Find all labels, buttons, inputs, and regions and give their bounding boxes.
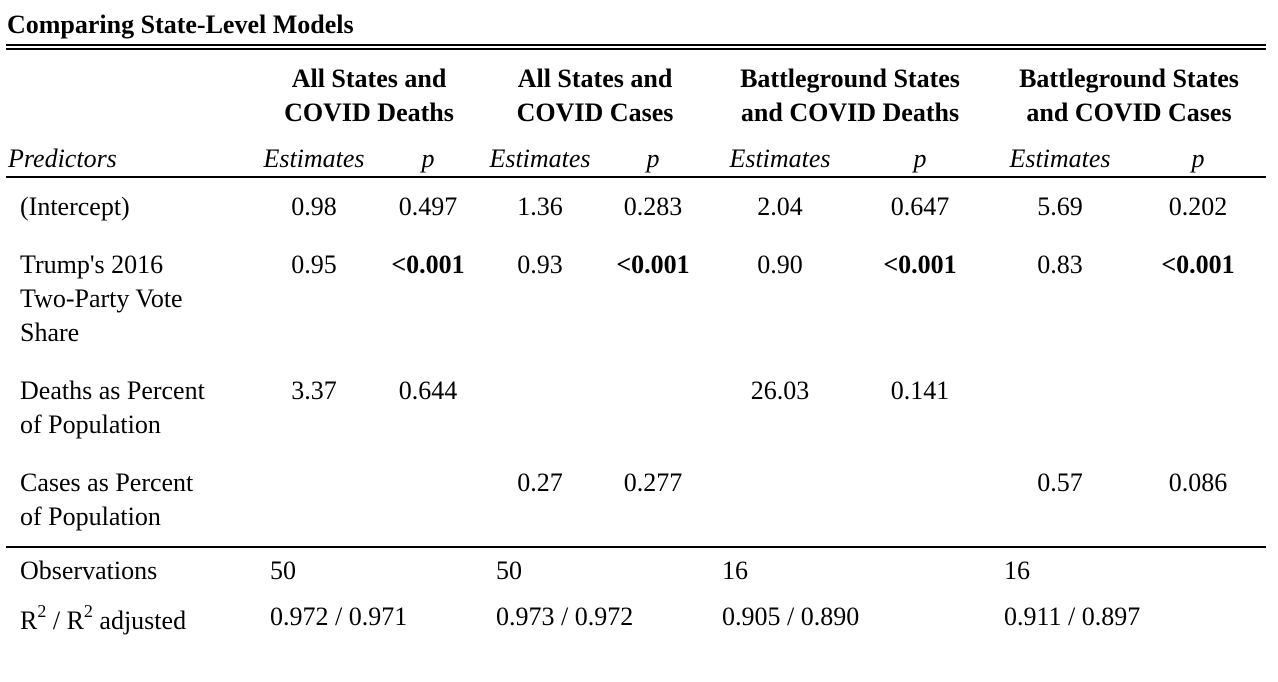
estimates-header: Estimates bbox=[1009, 144, 1111, 173]
table-cell: 2.04 bbox=[757, 192, 803, 221]
p-header: p bbox=[646, 144, 660, 173]
row-label-cases-percent: Cases as Percent of Population bbox=[20, 466, 193, 534]
row-label-line: Share bbox=[20, 318, 80, 347]
table-cell: 0.644 bbox=[398, 376, 458, 405]
table-cell: 0.647 bbox=[890, 192, 950, 221]
r2-value: 0.911 / 0.897 bbox=[1004, 602, 1141, 631]
table-cell: 3.37 bbox=[291, 376, 337, 405]
group-header-line: Battleground States bbox=[740, 64, 960, 93]
r2-value: 0.973 / 0.972 bbox=[496, 602, 634, 631]
row-label-line: Trump's 2016 bbox=[20, 250, 164, 279]
observations-value: 50 bbox=[496, 556, 522, 585]
predictors-header: Predictors bbox=[8, 144, 117, 173]
group-header-line: All States and bbox=[517, 64, 673, 93]
table-cell: 1.36 bbox=[517, 192, 563, 221]
table-cell: 0.95 bbox=[291, 250, 337, 279]
table-cell: 0.277 bbox=[623, 468, 683, 497]
table-cell-significant: <0.001 bbox=[391, 250, 465, 279]
r2-label-part: adjusted bbox=[92, 606, 187, 635]
table-cell: 5.69 bbox=[1037, 192, 1083, 221]
p-header: p bbox=[421, 144, 435, 173]
table-cell-significant: <0.001 bbox=[883, 250, 957, 279]
top-double-rule bbox=[6, 44, 1266, 50]
header-rule bbox=[6, 176, 1266, 178]
row-label-intercept: (Intercept) bbox=[20, 192, 130, 221]
footer-rule bbox=[6, 546, 1266, 548]
r2-value: 0.905 / 0.890 bbox=[722, 602, 860, 631]
r2-label-part: R bbox=[20, 606, 38, 635]
observations-value: 16 bbox=[722, 556, 748, 585]
observations-value: 16 bbox=[1004, 556, 1030, 585]
group-header-line: COVID Cases bbox=[516, 98, 674, 127]
row-label-deaths-percent: Deaths as Percent of Population bbox=[20, 374, 205, 442]
row-label-line: of Population bbox=[20, 410, 161, 439]
observations-value: 50 bbox=[270, 556, 296, 585]
table-cell: 0.202 bbox=[1168, 192, 1228, 221]
group-header-line: Battleground States bbox=[1019, 64, 1239, 93]
table-cell: 0.98 bbox=[291, 192, 337, 221]
group-header-all-cases: All States and COVID Cases bbox=[481, 62, 709, 130]
group-header-line: and COVID Deaths bbox=[740, 98, 960, 127]
row-label-trump-vote-share: Trump's 2016 Two-Party Vote Share bbox=[20, 248, 183, 350]
r2-value: 0.972 / 0.971 bbox=[270, 602, 408, 631]
group-header-line: COVID Deaths bbox=[284, 98, 454, 127]
table-cell: 0.57 bbox=[1037, 468, 1083, 497]
group-header-all-deaths: All States and COVID Deaths bbox=[255, 62, 483, 130]
table-cell: 0.90 bbox=[757, 250, 803, 279]
row-label-line: Deaths as Percent bbox=[20, 376, 205, 405]
row-label-line: of Population bbox=[20, 502, 161, 531]
estimates-header: Estimates bbox=[263, 144, 365, 173]
table-cell: 0.086 bbox=[1168, 468, 1228, 497]
table-cell: 0.141 bbox=[890, 376, 950, 405]
estimates-header: Estimates bbox=[729, 144, 831, 173]
table-cell: 0.93 bbox=[517, 250, 563, 279]
r2-label: R2 / R2 adjusted bbox=[20, 601, 187, 638]
group-header-line: and COVID Cases bbox=[1026, 98, 1232, 127]
r2-label-superscript: 2 bbox=[37, 601, 47, 622]
row-label-line: Two-Party Vote bbox=[20, 284, 183, 313]
estimates-header: Estimates bbox=[489, 144, 591, 173]
group-header-line: All States and bbox=[291, 64, 447, 93]
table-cell: 0.283 bbox=[623, 192, 683, 221]
table-cell-significant: <0.001 bbox=[616, 250, 690, 279]
table-cell: 0.27 bbox=[517, 468, 563, 497]
table-cell: 0.83 bbox=[1037, 250, 1083, 279]
table-cell: 0.497 bbox=[398, 192, 458, 221]
row-label-line: Cases as Percent bbox=[20, 468, 194, 497]
r2-label-part: / R bbox=[46, 606, 84, 635]
table-cell-significant: <0.001 bbox=[1161, 250, 1235, 279]
table-cell: 26.03 bbox=[750, 376, 810, 405]
p-header: p bbox=[913, 144, 927, 173]
table-caption: Comparing State-Level Models bbox=[7, 10, 354, 39]
r2-label-superscript: 2 bbox=[83, 601, 93, 622]
observations-label: Observations bbox=[20, 556, 158, 585]
group-header-battleground-deaths: Battleground States and COVID Deaths bbox=[710, 62, 990, 130]
p-header: p bbox=[1191, 144, 1205, 173]
group-header-battleground-cases: Battleground States and COVID Cases bbox=[990, 62, 1268, 130]
